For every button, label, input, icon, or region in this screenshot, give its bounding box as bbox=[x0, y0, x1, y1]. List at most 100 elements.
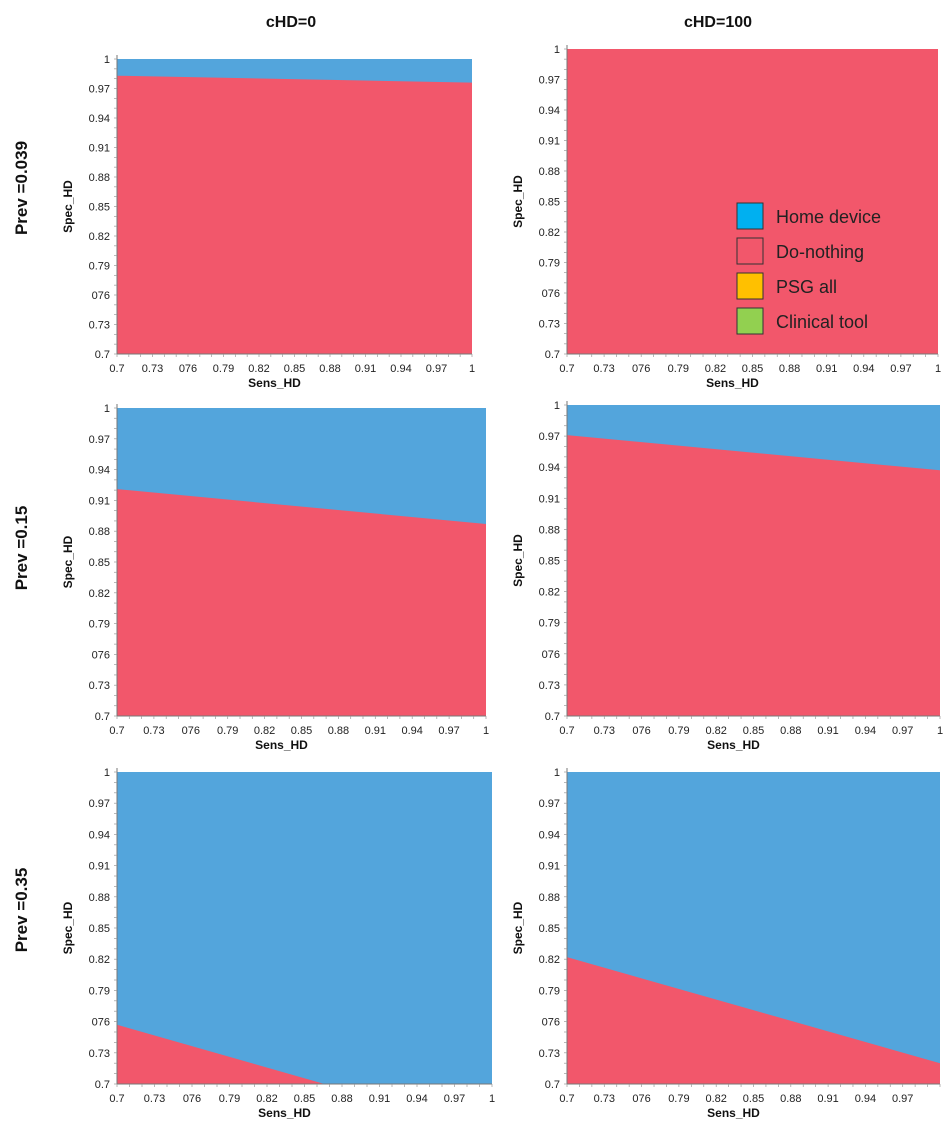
x-tick-label: 0.82 bbox=[705, 1093, 726, 1105]
y-tick-label: 076 bbox=[92, 290, 110, 302]
y-tick-label: 076 bbox=[92, 649, 110, 661]
x-tick-label: 0.94 bbox=[855, 725, 876, 737]
x-tick-label: 0.73 bbox=[144, 1093, 165, 1105]
legend-item-1: Do-nothing bbox=[736, 237, 864, 265]
y-tick-label: 0.88 bbox=[89, 892, 110, 904]
y-axis-label: Spec_HD bbox=[511, 901, 525, 954]
x-axis-label: Sens_HD bbox=[255, 738, 308, 752]
y-tick-label: 0.97 bbox=[89, 434, 110, 446]
legend-item-2: PSG all bbox=[736, 272, 837, 300]
y-tick-label: 0.79 bbox=[539, 985, 560, 997]
y-tick-label: 076 bbox=[542, 288, 560, 300]
x-tick-label: 0.85 bbox=[743, 1093, 764, 1105]
y-tick-label: 1 bbox=[104, 403, 110, 415]
y-tick-label: 0.85 bbox=[89, 923, 110, 935]
do-nothing-region bbox=[117, 75, 472, 354]
y-tick-label: 0.97 bbox=[89, 798, 110, 810]
x-tick-label: 1 bbox=[937, 725, 943, 737]
x-tick-label: 0.88 bbox=[331, 1093, 352, 1105]
y-tick-label: 0.97 bbox=[539, 431, 560, 443]
y-tick-label: 0.79 bbox=[539, 618, 560, 630]
x-axis-label: Sens_HD bbox=[707, 738, 760, 752]
x-tick-label: 0.82 bbox=[248, 363, 269, 375]
y-tick-label: 0.85 bbox=[89, 557, 110, 569]
legend-label: Clinical tool bbox=[776, 312, 868, 332]
x-tick-label: 0.94 bbox=[390, 363, 411, 375]
y-tick-label: 0.7 bbox=[545, 1079, 560, 1091]
legend-swatch bbox=[736, 272, 764, 300]
y-tick-label: 0.79 bbox=[89, 619, 110, 631]
y-axis-label: Spec_HD bbox=[61, 535, 75, 588]
x-tick-label: 0.79 bbox=[668, 1093, 689, 1105]
x-tick-label: 0.91 bbox=[817, 725, 838, 737]
x-tick-label: 076 bbox=[179, 363, 197, 375]
y-tick-label: 0.91 bbox=[89, 143, 110, 155]
y-tick-label: 0.82 bbox=[539, 587, 560, 599]
x-tick-label: 0.88 bbox=[780, 1093, 801, 1105]
legend-swatch bbox=[736, 237, 764, 265]
legend-label: Home device bbox=[776, 207, 881, 227]
legend-swatch bbox=[736, 202, 764, 230]
panel-1-0: 0.7 0.73 076 0.79 0.82 0.85 0.88 0.91 0.94 0.97 1 0… bbox=[61, 403, 489, 752]
x-tick-label: 076 bbox=[183, 1093, 201, 1105]
y-tick-label: 1 bbox=[554, 400, 560, 412]
y-axis-label: Spec_HD bbox=[61, 180, 75, 233]
x-tick-label: 0.82 bbox=[254, 725, 275, 737]
x-tick-label: 0.7 bbox=[559, 725, 574, 737]
column-title-chd0: cHD=0 bbox=[266, 14, 316, 31]
panel-0-0: 0.7 0.73 076 0.79 0.82 0.85 0.88 0.91 0.94 0.97 1 0… bbox=[61, 54, 475, 390]
x-tick-label: 0.82 bbox=[256, 1093, 277, 1105]
do-nothing-region bbox=[567, 435, 940, 716]
x-tick-label: 076 bbox=[632, 1093, 650, 1105]
do-nothing-region bbox=[567, 957, 940, 1084]
x-tick-label: 0.73 bbox=[594, 725, 615, 737]
x-tick-label: 0.73 bbox=[594, 1093, 615, 1105]
x-tick-label: 0.94 bbox=[855, 1093, 876, 1105]
y-tick-label: 0.73 bbox=[89, 320, 110, 332]
y-tick-label: 0.82 bbox=[89, 231, 110, 243]
do-nothing-region bbox=[117, 1024, 325, 1084]
x-tick-label: 0.85 bbox=[294, 1093, 315, 1105]
x-tick-label: 0.79 bbox=[668, 725, 689, 737]
x-tick-label: 0.85 bbox=[291, 725, 312, 737]
x-axis-label: Sens_HD bbox=[248, 376, 301, 390]
row-title-prev-0039: Prev =0.039 bbox=[12, 141, 31, 235]
x-tick-label: 0.88 bbox=[780, 725, 801, 737]
panel-2-0: 0.7 0.73 076 0.79 0.82 0.85 0.88 0.91 0.94 0.97 1 0… bbox=[61, 767, 495, 1120]
y-tick-label: 0.91 bbox=[539, 136, 560, 148]
y-tick-label: 076 bbox=[92, 1017, 110, 1029]
y-tick-label: 0.7 bbox=[545, 349, 560, 361]
y-tick-label: 0.94 bbox=[539, 829, 560, 841]
y-axis-label: Spec_HD bbox=[511, 534, 525, 587]
x-tick-label: 0.73 bbox=[593, 363, 614, 375]
x-tick-label: 0.79 bbox=[219, 1093, 240, 1105]
x-tick-label: 0.88 bbox=[779, 363, 800, 375]
x-tick-label: 0.82 bbox=[705, 363, 726, 375]
panels: 0.7 0.73 076 0.79 0.82 0.85 0.88 0.91 0.94 0.97 1 0… bbox=[61, 44, 943, 1120]
y-tick-label: 0.79 bbox=[539, 258, 560, 270]
x-tick-label: 1 bbox=[935, 363, 941, 375]
y-tick-label: 1 bbox=[104, 54, 110, 66]
y-tick-label: 0.7 bbox=[95, 1079, 110, 1091]
legend-item-3: Clinical tool bbox=[736, 307, 868, 335]
do-nothing-region bbox=[567, 49, 938, 354]
x-tick-label: 1 bbox=[469, 363, 475, 375]
legend-swatch bbox=[736, 307, 764, 335]
y-tick-label: 0.79 bbox=[89, 985, 110, 997]
x-tick-label: 0.97 bbox=[444, 1093, 465, 1105]
x-tick-label: 0.91 bbox=[816, 363, 837, 375]
x-tick-label: 0.85 bbox=[284, 363, 305, 375]
y-tick-label: 0.7 bbox=[95, 349, 110, 361]
panel-2-1: 0.7 0.73 076 0.79 0.82 0.85 0.88 0.91 0.94 0.97 0.… bbox=[511, 767, 941, 1120]
x-tick-label: 0.94 bbox=[406, 1093, 427, 1105]
y-tick-label: 0.7 bbox=[95, 711, 110, 723]
x-tick-label: 0.7 bbox=[559, 363, 574, 375]
do-nothing-region bbox=[117, 489, 486, 716]
x-tick-label: 0.7 bbox=[109, 363, 124, 375]
x-tick-label: 0.97 bbox=[438, 725, 459, 737]
x-tick-label: 1 bbox=[483, 725, 489, 737]
x-tick-label: 0.97 bbox=[890, 363, 911, 375]
home-device-region bbox=[117, 772, 492, 1084]
y-tick-label: 0.97 bbox=[539, 75, 560, 87]
x-tick-label: 0.94 bbox=[401, 725, 422, 737]
